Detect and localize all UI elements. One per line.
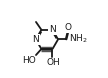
Text: OH: OH [46,58,60,67]
Text: HO: HO [22,56,36,65]
Text: N: N [33,35,39,44]
Text: O: O [65,23,72,32]
Text: NH$_2$: NH$_2$ [69,33,88,45]
Text: N: N [49,25,56,34]
